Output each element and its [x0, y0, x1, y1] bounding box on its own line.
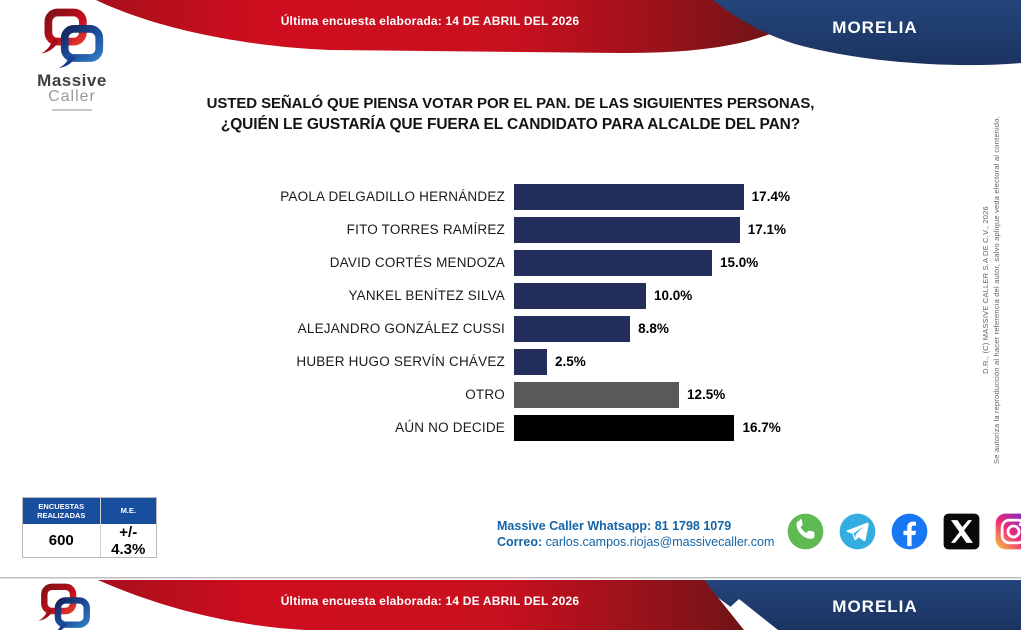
chart-row: FITO TORRES RAMÍREZ 17.1%	[190, 213, 790, 246]
massive-caller-logo-footer	[26, 583, 102, 630]
bar-label: FITO TORRES RAMÍREZ	[346, 222, 505, 237]
chart-row: AÚN NO DECIDE 16.7%	[190, 411, 790, 444]
bar-value: 10.0%	[654, 288, 693, 303]
chart-row: HUBER HUGO SERVÍN CHÁVEZ 2.5%	[190, 345, 790, 378]
copyright-disclaimer: Se autoriza la reproducción al hacer ref…	[992, 116, 1001, 464]
bar-label: DAVID CORTÉS MENDOZA	[329, 255, 505, 270]
massive-caller-logo-icon	[22, 8, 122, 68]
bar	[514, 381, 679, 408]
question-title-line1: USTED SEÑALÓ QUE PIENSA VOTAR POR EL PAN…	[206, 95, 815, 112]
bar	[514, 348, 547, 375]
bar-value: 17.1%	[747, 222, 786, 237]
bar-value: 2.5%	[555, 354, 586, 369]
bar-value: 12.5%	[687, 387, 726, 402]
logo-wordmark-caller: Caller	[48, 88, 96, 105]
chart-row: DAVID CORTÉS MENDOZA 15.0%	[190, 246, 790, 279]
bar-label: AÚN NO DECIDE	[395, 420, 505, 435]
chart-row: ALEJANDRO GONZÁLEZ CUSSI 8.8%	[190, 312, 790, 345]
contact-email-label: Correo:	[497, 535, 543, 549]
copyright-block: D.R., (C) MASSIVE CALLER S.A DE C.V., 20…	[972, 85, 1018, 495]
chart-row: OTRO 12.5%	[190, 378, 790, 411]
question-title-line2: ¿QUIÉN LE GUSTARÍA QUE FUERA EL CANDIDAT…	[220, 116, 801, 133]
copyright-line: D.R., (C) MASSIVE CALLER S.A DE C.V., 20…	[981, 206, 990, 374]
bar-value: 16.7%	[742, 420, 781, 435]
contact-email-line: Correo: carlos.campos.riojas@massivecall…	[497, 534, 774, 550]
bar	[514, 414, 735, 441]
logo-wordmark-massive: Massive	[37, 71, 107, 90]
facebook-icon[interactable]	[890, 512, 929, 551]
bar	[514, 315, 631, 342]
instagram-icon[interactable]	[994, 512, 1021, 551]
contact-email-value[interactable]: carlos.campos.riojas@massivecaller.com	[545, 535, 775, 549]
sample-stats-table: ENCUESTAS REALIZADAS M.E. 600 +/- 4.3%	[22, 497, 157, 558]
stats-header-row: ENCUESTAS REALIZADAS M.E.	[23, 498, 156, 524]
stats-value-margin: +/- 4.3%	[111, 523, 146, 558]
stats-header-margin: M.E.	[100, 498, 156, 524]
bar-value: 8.8%	[638, 321, 669, 336]
bar-label: ALEJANDRO GONZÁLEZ CUSSI	[297, 321, 505, 336]
social-icons	[786, 512, 1021, 551]
stats-value-row: 600 +/- 4.3%	[23, 523, 156, 558]
contact-info: Massive Caller Whatsapp: 81 1798 1079 Co…	[497, 518, 774, 550]
bar-label: YANKEL BENÍTEZ SILVA	[348, 288, 505, 303]
poll-bar-chart: PAOLA DELGADILLO HERNÁNDEZ 17.4% FITO TORR…	[190, 180, 790, 444]
chart-row: PAOLA DELGADILLO HERNÁNDEZ 17.4%	[190, 180, 790, 213]
bar	[514, 282, 646, 309]
x-icon[interactable]	[942, 512, 981, 551]
footer-city-label: MORELIA	[832, 597, 918, 616]
bar-label: OTRO	[465, 387, 505, 402]
bar	[514, 249, 712, 276]
stats-value-surveys: 600	[23, 524, 101, 557]
bar	[514, 216, 740, 243]
whatsapp-icon[interactable]	[786, 512, 825, 551]
massive-caller-logo: Massive Caller	[16, 8, 128, 111]
logo-tagline	[52, 109, 92, 111]
contact-whatsapp: Massive Caller Whatsapp: 81 1798 1079	[497, 519, 732, 533]
bar-value: 15.0%	[720, 255, 759, 270]
bar	[514, 183, 744, 210]
question-title: USTED SEÑALÓ QUE PIENSA VOTAR POR EL PAN…	[0, 93, 1021, 135]
chart-row: YANKEL BENÍTEZ SILVA 10.0%	[190, 279, 790, 312]
bar-label: HUBER HUGO SERVÍN CHÁVEZ	[296, 354, 505, 369]
stats-header-surveys: ENCUESTAS REALIZADAS	[23, 498, 101, 524]
footer-banner-text: Última encuesta elaborada: 14 DE ABRIL D…	[280, 594, 580, 608]
bar-label: PAOLA DELGADILLO HERNÁNDEZ	[280, 189, 505, 204]
header-banner-text: Última encuesta elaborada: 14 DE ABRIL D…	[280, 14, 580, 28]
bar-value: 17.4%	[751, 189, 790, 204]
header-city-label: MORELIA	[832, 18, 918, 37]
telegram-icon[interactable]	[838, 512, 877, 551]
